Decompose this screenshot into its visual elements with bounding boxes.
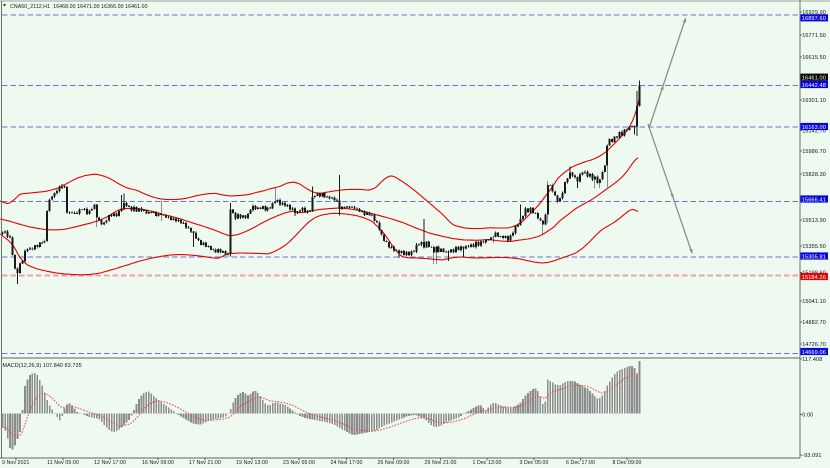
svg-text:9 Nov 2021: 9 Nov 2021 <box>2 460 30 466</box>
svg-text:15184.26: 15184.26 <box>802 275 826 281</box>
svg-text:16142.70: 16142.70 <box>802 129 826 135</box>
svg-text:16929.90: 16929.90 <box>802 10 826 16</box>
svg-text:16461.00: 16461.00 <box>802 76 826 82</box>
svg-text:16897.60: 16897.60 <box>802 16 826 22</box>
svg-text:29 Nov 21:00: 29 Nov 21:00 <box>424 460 456 466</box>
svg-text:14669.06: 14669.06 <box>802 350 826 356</box>
svg-text:0.00: 0.00 <box>802 413 813 419</box>
svg-text:19 Nov 13:00: 19 Nov 13:00 <box>236 460 268 466</box>
svg-text:16615.50: 16615.50 <box>802 55 826 61</box>
svg-text:24 Nov 17:00: 24 Nov 17:00 <box>330 460 362 466</box>
svg-text:16442.48: 16442.48 <box>802 83 826 89</box>
svg-text:15305.81: 15305.81 <box>802 254 826 260</box>
svg-text:6 Dec 17:00: 6 Dec 17:00 <box>566 460 595 466</box>
svg-text:16 Nov 09:00: 16 Nov 09:00 <box>142 460 174 466</box>
svg-text:23 Nov 05:00: 23 Nov 05:00 <box>283 460 315 466</box>
svg-text:-93.091: -93.091 <box>802 453 821 459</box>
svg-text:3 Dec 05:00: 3 Dec 05:00 <box>519 460 548 466</box>
svg-text:16771.50: 16771.50 <box>802 33 826 39</box>
svg-text:14882.70: 14882.70 <box>802 320 826 326</box>
svg-text:15666.41: 15666.41 <box>802 197 826 203</box>
svg-text:11 Nov 05:00: 11 Nov 05:00 <box>47 460 79 466</box>
svg-text:15041.10: 15041.10 <box>802 299 826 305</box>
svg-text:12 Nov 17:00: 12 Nov 17:00 <box>94 460 126 466</box>
svg-text:16301.10: 16301.10 <box>802 98 826 104</box>
svg-text:26 Nov 09:00: 26 Nov 09:00 <box>377 460 409 466</box>
svg-text:17 Nov 21:00: 17 Nov 21:00 <box>189 460 221 466</box>
svg-text:117.408: 117.408 <box>802 357 822 363</box>
svg-text:1 Dec 13:00: 1 Dec 13:00 <box>472 460 501 466</box>
svg-text:15513.90: 15513.90 <box>802 218 826 224</box>
svg-text:14726.70: 14726.70 <box>802 342 826 348</box>
svg-text:16163.00: 16163.00 <box>802 125 826 131</box>
svg-text:8 Dec 09:00: 8 Dec 09:00 <box>612 460 641 466</box>
svg-text:15355.50: 15355.50 <box>802 244 826 250</box>
svg-text:15986.70: 15986.70 <box>802 149 826 155</box>
svg-text:CNA50_2112,H1 16468.00 16471.: CNA50_2112,H1 16468.00 16471.00 16366.00… <box>10 4 148 10</box>
svg-text:15828.30: 15828.30 <box>802 172 826 178</box>
svg-text:MACD(12,26,9) 107.840 83.735: MACD(12,26,9) 107.840 83.735 <box>3 363 82 369</box>
